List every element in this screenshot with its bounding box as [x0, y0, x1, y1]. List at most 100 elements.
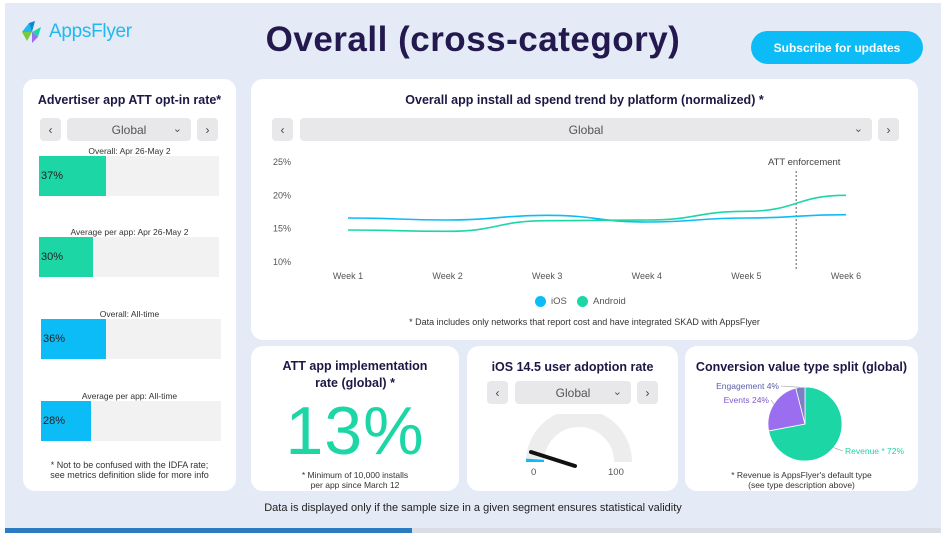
logo-text: AppsFlyer — [49, 21, 132, 42]
att-impl-value: 13% — [285, 393, 425, 469]
optin-note: * Not to be confused with the IDFA rate;… — [23, 460, 236, 480]
dashboard-frame: AppsFlyer Overall (cross-category) Subsc… — [5, 3, 941, 529]
optin-rate-title: Advertiser app ATT opt-in rate* — [37, 93, 222, 107]
conv-value-title: Conversion value type split (global) — [695, 360, 908, 374]
optin-region-select[interactable]: Global ⌄ — [67, 118, 191, 141]
series-line-ios — [347, 213, 847, 223]
att-impl-title: ATT app implementation rate (global) * — [251, 358, 459, 392]
conv-value-pie: Revenue * 72% Events 24% Engagement 4% — [716, 381, 905, 462]
att-impl-note-line1: * Minimum of 10,000 installs — [301, 470, 409, 480]
conv-value-note-line1: * Revenue is AppsFlyer's default type — [731, 470, 872, 480]
optin-next-button[interactable]: › — [197, 118, 218, 141]
optin-bar-fill — [41, 401, 92, 441]
att-impl-note: * Minimum of 10,000 installs per app sin… — [251, 470, 459, 490]
y-tick-label: 25% — [273, 157, 291, 167]
conv-value-note-line2: (see type description above) — [748, 480, 855, 490]
spend-trend-chart: 25% 20% 15% 10% Week 1 Week 2 Week 3 Week 4 Week… — [273, 157, 861, 281]
x-tick-label: Week 5 — [731, 271, 761, 281]
x-tick-label: Week 4 — [632, 271, 662, 281]
chevron-right-icon: › — [886, 122, 891, 137]
pie-slice-label: Engagement 4% — [716, 381, 779, 391]
ios-adoption-card: iOS 14.5 user adoption rate ‹ Global ⌄ ›… — [467, 346, 678, 491]
optin-note-line1: * Not to be confused with the IDFA rate; — [50, 460, 209, 470]
legend-ios-label: iOS — [551, 296, 567, 307]
x-tick-label: Week 3 — [532, 271, 562, 281]
pie-leader-line — [833, 447, 844, 452]
ios-region-select[interactable]: Global ⌄ — [515, 381, 631, 404]
legend-ios: iOS — [535, 296, 567, 307]
att-impl-title-line2: rate (global) * — [315, 376, 395, 390]
att-impl-note-line2: per app since March 12 — [310, 480, 400, 490]
optin-bar-caption: Average per app: Apr 26-May 2 — [70, 227, 189, 237]
chevron-right-icon: › — [645, 385, 650, 400]
optin-bar-caption: Overall: All-time — [99, 309, 160, 319]
chevron-left-icon: ‹ — [48, 122, 53, 137]
trend-region-select[interactable]: Global ⌄ — [300, 118, 872, 141]
chevron-down-icon: ⌄ — [172, 123, 182, 135]
optin-prev-button[interactable]: ‹ — [40, 118, 61, 141]
legend-android-dot — [577, 296, 588, 307]
optin-note-line2: see metrics definition slide for more in… — [50, 470, 209, 480]
optin-bar-caption: Average per app: All-time — [81, 391, 178, 401]
ios-adoption-gauge — [526, 414, 632, 468]
legend-android: Android — [577, 296, 626, 307]
optin-bar-value: 36% — [43, 333, 66, 345]
page-title: Overall (cross-category) — [265, 20, 681, 59]
x-tick-label: Week 1 — [333, 271, 363, 281]
footer-note: Data is displayed only if the sample siz… — [264, 502, 682, 514]
conv-value-note: * Revenue is AppsFlyer's default type (s… — [685, 470, 918, 490]
pie-slice — [767, 387, 806, 432]
spend-trend-title: Overall app install ad spend trend by pl… — [405, 93, 764, 107]
appsflyer-logo-icon — [22, 21, 41, 43]
legend-ios-dot — [535, 296, 546, 307]
optin-bar-value: 37% — [41, 170, 64, 182]
x-tick-label: Week 6 — [831, 271, 861, 281]
ios-prev-button[interactable]: ‹ — [487, 381, 508, 404]
slide-progress-bar — [5, 528, 941, 533]
att-impl-card: ATT app implementation rate (global) * 1… — [251, 346, 459, 491]
optin-bar-fill — [39, 156, 106, 196]
pie-leader-line — [780, 385, 801, 388]
chevron-left-icon: ‹ — [280, 122, 285, 137]
gauge-track — [526, 414, 632, 463]
gauge-max-label: 100 — [608, 467, 624, 478]
logo: AppsFlyer — [19, 19, 132, 45]
slide-progress-fill — [5, 528, 413, 533]
optin-region-value: Global — [111, 122, 147, 137]
optin-bar-fill — [39, 237, 93, 277]
pie-slice-label: Events 24% — [724, 395, 770, 405]
optin-rate-card: Advertiser app ATT opt-in rate* ‹ Global… — [23, 79, 236, 491]
optin-bar-track: 36% — [41, 319, 221, 359]
optin-bar-track: 28% — [41, 401, 221, 441]
ios-adoption-title: iOS 14.5 user adoption rate — [491, 360, 654, 374]
optin-bar-track: 37% — [39, 156, 219, 196]
trend-region-value: Global — [568, 122, 604, 137]
y-tick-label: 20% — [273, 190, 291, 200]
subscribe-button[interactable]: Subscribe for updates — [751, 31, 923, 64]
att-enforcement-annotation: ATT enforcement — [768, 157, 841, 168]
y-tick-label: 15% — [273, 224, 291, 234]
pie-leader-line — [770, 399, 775, 405]
gauge-min-label: 0 — [531, 467, 537, 478]
chevron-down-icon: ⌄ — [612, 386, 622, 398]
conv-value-card: Conversion value type split (global) Rev… — [685, 346, 918, 491]
ios-next-button[interactable]: › — [637, 381, 658, 404]
spend-trend-card: Overall app install ad spend trend by pl… — [251, 79, 918, 340]
optin-bar-fill — [41, 319, 106, 359]
gauge-needle — [529, 450, 577, 468]
y-tick-label: 10% — [273, 257, 291, 267]
optin-bar-caption: Overall: Apr 26-May 2 — [88, 146, 171, 156]
legend-android-label: Android — [593, 296, 626, 307]
chevron-right-icon: › — [205, 122, 210, 137]
chevron-left-icon: ‹ — [495, 385, 500, 400]
optin-bar-value: 28% — [43, 415, 66, 427]
x-tick-label: Week 2 — [432, 271, 462, 281]
optin-bar-value: 30% — [41, 251, 64, 263]
trend-prev-button[interactable]: ‹ — [272, 118, 293, 141]
chevron-down-icon: ⌄ — [853, 123, 863, 135]
trend-next-button[interactable]: › — [878, 118, 899, 141]
pie-slice-label: Revenue * 72% — [845, 446, 905, 456]
spend-trend-note: * Data includes only networks that repor… — [409, 317, 760, 327]
optin-bar-track: 30% — [39, 237, 219, 277]
series-line-android — [347, 194, 847, 233]
